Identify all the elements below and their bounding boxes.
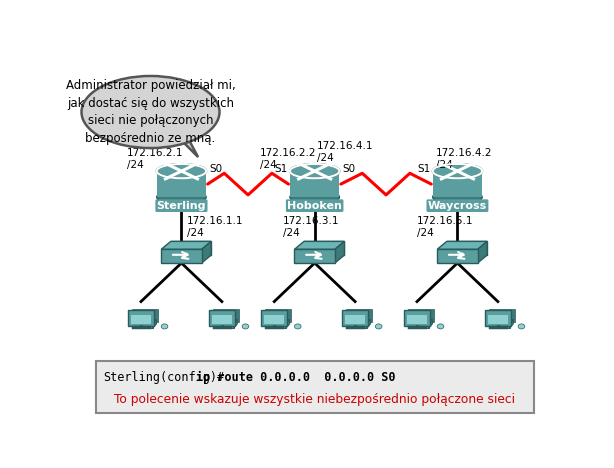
FancyBboxPatch shape — [161, 249, 201, 263]
Polygon shape — [295, 241, 344, 249]
Ellipse shape — [82, 76, 220, 148]
Polygon shape — [265, 309, 291, 322]
Polygon shape — [233, 320, 238, 328]
Polygon shape — [489, 309, 515, 322]
Circle shape — [437, 324, 444, 329]
Text: Administrator powiedział mi,
jak dostać się do wszystkich
sieci nie połączonych
: Administrator powiedział mi, jak dostać … — [66, 79, 235, 145]
Polygon shape — [367, 320, 371, 328]
Polygon shape — [437, 241, 487, 249]
Polygon shape — [134, 320, 157, 324]
FancyBboxPatch shape — [404, 310, 430, 326]
Text: Hoboken: Hoboken — [287, 201, 342, 211]
FancyBboxPatch shape — [261, 310, 287, 326]
FancyBboxPatch shape — [268, 324, 286, 328]
Text: 172.16.2.1
/24: 172.16.2.1 /24 — [126, 148, 183, 170]
Polygon shape — [157, 171, 206, 197]
Text: S0: S0 — [209, 164, 222, 175]
Ellipse shape — [433, 164, 482, 178]
Circle shape — [161, 324, 168, 329]
Polygon shape — [429, 320, 432, 328]
Text: 172.16.4.2
/24: 172.16.4.2 /24 — [436, 148, 492, 170]
Ellipse shape — [290, 164, 340, 178]
FancyBboxPatch shape — [128, 310, 154, 326]
Text: ip route 0.0.0.0  0.0.0.0 S0: ip route 0.0.0.0 0.0.0.0 S0 — [196, 371, 396, 384]
FancyBboxPatch shape — [209, 310, 235, 326]
Ellipse shape — [433, 190, 482, 204]
Polygon shape — [447, 241, 487, 255]
Text: 172.16.1.1
/24: 172.16.1.1 /24 — [187, 216, 244, 238]
Polygon shape — [161, 241, 211, 249]
Circle shape — [295, 324, 301, 329]
Text: 172.16.5.1
/24: 172.16.5.1 /24 — [417, 216, 473, 238]
Text: 172.16.2.2
/24: 172.16.2.2 /24 — [260, 148, 316, 170]
Circle shape — [375, 324, 382, 329]
FancyBboxPatch shape — [349, 324, 367, 328]
Text: Sterling: Sterling — [157, 201, 206, 211]
Polygon shape — [433, 171, 482, 197]
Text: To polecenie wskazuje wszystkie niebezpośrednio połączone sieci: To polecenie wskazuje wszystkie niebezpo… — [114, 393, 515, 406]
Polygon shape — [216, 320, 238, 324]
Text: S1: S1 — [417, 164, 430, 175]
Circle shape — [518, 324, 525, 329]
FancyBboxPatch shape — [342, 310, 368, 326]
Ellipse shape — [290, 190, 340, 204]
FancyBboxPatch shape — [96, 361, 534, 413]
Polygon shape — [212, 309, 239, 322]
Polygon shape — [510, 320, 513, 328]
FancyBboxPatch shape — [485, 310, 511, 326]
Polygon shape — [171, 130, 198, 157]
Text: Sterling(config)#: Sterling(config)# — [103, 371, 224, 384]
FancyBboxPatch shape — [407, 314, 427, 324]
FancyBboxPatch shape — [488, 314, 508, 324]
Polygon shape — [349, 320, 371, 324]
Polygon shape — [491, 320, 513, 324]
Ellipse shape — [157, 190, 206, 204]
Circle shape — [242, 324, 249, 329]
FancyBboxPatch shape — [264, 314, 284, 324]
Polygon shape — [304, 241, 344, 255]
Text: S0: S0 — [342, 164, 356, 175]
FancyBboxPatch shape — [295, 249, 335, 263]
FancyBboxPatch shape — [411, 324, 429, 328]
Polygon shape — [408, 309, 434, 322]
Polygon shape — [346, 309, 372, 322]
FancyBboxPatch shape — [212, 314, 232, 324]
Polygon shape — [268, 320, 290, 324]
Polygon shape — [171, 241, 211, 255]
Polygon shape — [335, 241, 344, 263]
Polygon shape — [411, 320, 432, 324]
Polygon shape — [286, 320, 290, 328]
Text: Waycross: Waycross — [428, 201, 487, 211]
FancyBboxPatch shape — [216, 324, 233, 328]
FancyBboxPatch shape — [134, 324, 153, 328]
Polygon shape — [478, 241, 487, 263]
Text: S1: S1 — [274, 164, 287, 175]
Polygon shape — [132, 309, 158, 322]
Polygon shape — [290, 171, 340, 197]
Polygon shape — [153, 320, 157, 328]
Text: 172.16.3.1
/24: 172.16.3.1 /24 — [283, 216, 340, 238]
Text: 172.16.4.1
/24: 172.16.4.1 /24 — [317, 141, 373, 163]
FancyBboxPatch shape — [491, 324, 510, 328]
FancyBboxPatch shape — [345, 314, 365, 324]
Ellipse shape — [157, 164, 206, 178]
FancyBboxPatch shape — [131, 314, 151, 324]
Polygon shape — [201, 241, 211, 263]
FancyBboxPatch shape — [437, 249, 478, 263]
